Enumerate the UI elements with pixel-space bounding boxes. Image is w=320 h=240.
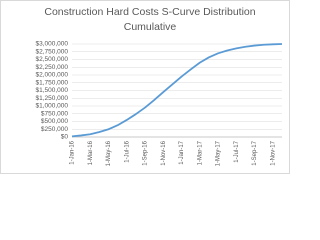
chart: Construction Hard Costs S-Curve Distribu… <box>0 0 290 174</box>
x-tick-label: 1-Sep-17 <box>252 140 258 165</box>
chart-title: Cumulative <box>124 21 177 33</box>
x-tick-label: 1-Jul-16 <box>124 140 130 162</box>
x-tick-label: 1-Jul-17 <box>234 140 240 162</box>
chart-frame <box>0 0 290 174</box>
x-tick-label: 1-Jan-17 <box>179 140 185 164</box>
y-tick-label: $0 <box>61 134 69 141</box>
x-tick-label: 1-Nov-17 <box>270 140 276 165</box>
y-tick-label: $2,500,000 <box>35 56 68 63</box>
y-tick-label: $750,000 <box>41 110 68 117</box>
y-tick-label: $3,000,000 <box>35 41 68 48</box>
x-tick-label: 1-May-16 <box>106 140 112 166</box>
y-tick-label: $1,000,000 <box>35 103 68 110</box>
line <box>71 43 283 138</box>
chart-title: Construction Hard Costs S-Curve Distribu… <box>44 6 255 18</box>
x-tick-label: 1-Mar-16 <box>88 140 94 165</box>
y-tick-label: $2,000,000 <box>35 72 68 79</box>
x-tick-label: 1-Sep-16 <box>143 140 149 165</box>
x-tick-label: 1-Nov-16 <box>161 140 167 165</box>
y-tick-label: $1,500,000 <box>35 87 68 94</box>
y-tick-label: $500,000 <box>41 118 68 125</box>
x-tick-label: 1-Jan-16 <box>70 140 76 164</box>
x-tick-label: 1-Mar-17 <box>197 140 203 165</box>
x-tick-label: 1-May-17 <box>216 140 222 166</box>
y-tick-label: $250,000 <box>41 126 68 133</box>
y-tick-label: $1,250,000 <box>35 95 68 102</box>
y-tick-label: $2,750,000 <box>35 48 68 55</box>
y-tick-label: $2,250,000 <box>35 64 68 71</box>
y-tick-label: $1,750,000 <box>35 79 68 86</box>
